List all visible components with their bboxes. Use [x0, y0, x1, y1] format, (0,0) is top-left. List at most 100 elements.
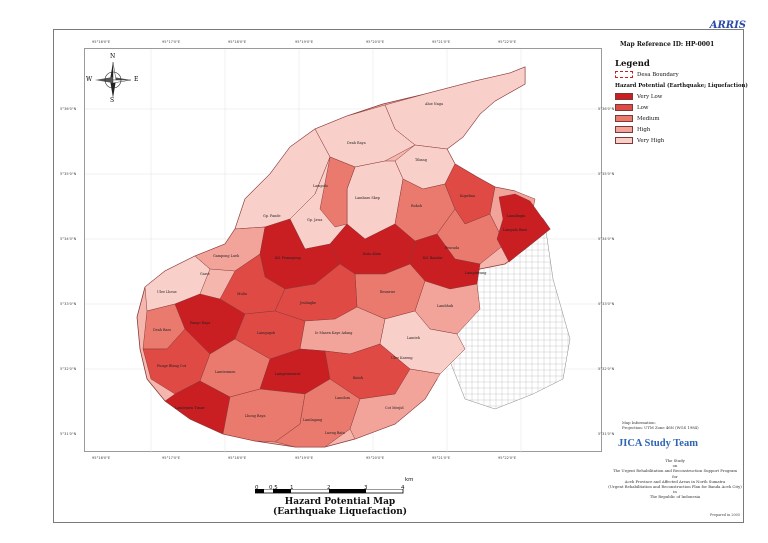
- label-lamdom: Lamdom: [335, 396, 351, 400]
- grid-label-left-4: 5°33'0"N: [60, 302, 77, 306]
- study-line: (Urgent Rehabilitation and Reconstructio…: [608, 484, 742, 490]
- label-cot-mesjid: Cot Mesjid: [385, 406, 404, 410]
- district-labels: Alue Naga Deah Raya Tibang Lampulo Lamba…: [153, 102, 527, 435]
- map-title: Hazard Potential Map (Earthquake Liquefa…: [250, 497, 430, 517]
- grid-label-top-3: 95°18'0"E: [228, 40, 247, 44]
- grid-label-right-5: 5°32'0"N: [598, 367, 615, 371]
- label-lueng-bata: Lueng Bata: [325, 431, 345, 435]
- legend-row-high: High: [615, 126, 650, 133]
- study-line: The Study: [665, 458, 685, 463]
- study-line: The Urgent Rehabilitation and Reconstruc…: [612, 468, 737, 474]
- label-lampulo: Lampulo: [313, 184, 328, 188]
- district-lueng-bata[interactable]: [274, 378, 361, 448]
- label-lamgugob: Lamgugob: [257, 331, 275, 335]
- label-lamteh: Lamteh: [407, 336, 421, 340]
- compass-s-label: S: [110, 97, 115, 104]
- district-cot-mesjid[interactable]: [349, 368, 441, 440]
- label-punge-blang-cut: Punge Blang Cut: [157, 364, 187, 368]
- label-ulee-lheue: Ulee Lheue: [157, 290, 177, 294]
- grid-label-top-1: 95°16'0"E: [92, 40, 111, 44]
- label-kuta-alam: Kuta Alam: [363, 252, 382, 256]
- grid-label-right-4: 5°33'0"N: [598, 302, 615, 306]
- label-lamteumen: Lamteumen: [215, 370, 236, 374]
- label-tibang: Tibang: [415, 158, 428, 162]
- legend-label-very-low: Very Low: [637, 93, 663, 100]
- team-name: JICA Study Team: [618, 438, 698, 449]
- grid-label-right-6: 5°31'0"N: [598, 432, 615, 436]
- date-note: Prepared in 2005: [710, 513, 740, 517]
- grid-label-bottom-4: 95°19'0"E: [295, 456, 314, 460]
- label-kopelma: Kopelma: [460, 194, 475, 198]
- district-alue-naga[interactable]: [384, 66, 526, 150]
- legend-row-very-low: Very Low: [615, 93, 662, 100]
- scale-label-3: 3: [364, 485, 368, 491]
- map-info-line-2: Projection: UTM Zone 46N (WGS 1984): [622, 425, 699, 430]
- study-line: The Republic of Indonesia: [649, 494, 701, 500]
- grid-label-bottom-5: 95°20'0"E: [366, 456, 385, 460]
- map-frame[interactable]: Alue Naga Deah Raya Tibang Lampulo Lamba…: [84, 48, 603, 453]
- legend-label-low: Low: [637, 104, 649, 111]
- north-arrow-icon: [95, 61, 132, 98]
- label-lamlagang: Lamlagang: [303, 418, 323, 422]
- grid-label-right-2: 5°35'0"N: [598, 172, 615, 176]
- label-lampineung: Lampineung: [465, 271, 487, 275]
- label-lampeuneurut: Lampeuneurut: [275, 372, 301, 376]
- district-lampulo-baro[interactable]: [496, 193, 551, 263]
- legend-row-low: Low: [615, 104, 648, 111]
- grid-label-top-7: 95°22'0"E: [498, 40, 517, 44]
- arris-logo: ARRIS: [709, 20, 746, 31]
- scale-label-2: 2: [327, 485, 331, 491]
- label-lambaro-skep: Lambaro Skep: [355, 196, 380, 200]
- label-batoh: Batoh: [353, 376, 364, 380]
- label-gampong-lueh: Gampong Lueh: [213, 254, 240, 258]
- label-deah-raya: Deah Raya: [347, 141, 366, 145]
- legend-label-high: High: [637, 126, 651, 133]
- boundary-swatch: [615, 71, 633, 78]
- map-info-line-1: Map Information:: [622, 420, 656, 425]
- grid-label-left-6: 5°31'0"N: [60, 432, 77, 436]
- swatch-high: [615, 126, 633, 133]
- legend-label-very-high: Very High: [637, 137, 665, 144]
- grid-label-right-3: 5°34'0"N: [598, 237, 615, 241]
- grid-label-bottom-1: 95°16'0"E: [92, 456, 111, 460]
- swatch-very-low: [615, 93, 633, 100]
- label-peurada: Peurada: [445, 246, 459, 250]
- grid-label-left-3: 5°34'0"N: [60, 237, 77, 241]
- study-line: in: [673, 489, 677, 495]
- label-rukoh: Rukoh: [411, 204, 423, 208]
- legend-panel: Map Reference ID: HP-0001 Legend Desa Bo…: [608, 40, 748, 518]
- grid-label-bottom-3: 95°18'0"E: [228, 456, 247, 460]
- scale-bar-graphic: [254, 488, 404, 494]
- study-line: for: [672, 473, 678, 479]
- grid-label-top-4: 95°19'0"E: [295, 40, 314, 44]
- grid-label-right-1: 5°36'0"N: [598, 107, 615, 111]
- scale-label-05: 0.5: [269, 485, 278, 491]
- legend-label-medium: Medium: [637, 115, 660, 122]
- label-kd-peunayong: Kd. Peunayong: [275, 256, 302, 260]
- swatch-low: [615, 104, 633, 111]
- label-alue-naga: Alue Naga: [424, 102, 443, 106]
- label-garot: Garot: [200, 272, 210, 276]
- scale-label-0: 0: [255, 485, 259, 491]
- legend-row-very-high: Very High: [615, 137, 664, 144]
- label-pango-raya: Pango Raya: [190, 321, 210, 325]
- label-beurawe: Beurawe: [380, 290, 395, 294]
- label-kd-bandar: Kd. Bandar: [423, 256, 443, 260]
- hazard-map-canvas[interactable]: Alue Naga Deah Raya Tibang Lampulo Lamba…: [85, 49, 603, 453]
- grid-label-left-1: 5°36'0"N: [60, 107, 77, 111]
- label-mulia: Mulia: [237, 292, 247, 296]
- label-gp-jawa: Gp. Jawa: [307, 218, 322, 222]
- label-lampulo-baro: Lampulo Baro: [503, 228, 527, 232]
- map-information: Map Information: Projection: UTM Zone 46…: [622, 420, 699, 430]
- legend-hazard-heading: Hazard Potential (Earthquake; Liquefacti…: [615, 83, 748, 89]
- scale-unit: km: [405, 477, 414, 483]
- scale-bar: 0 0.5 1 2 3 4 km: [254, 477, 415, 499]
- legend-row-medium: Medium: [615, 115, 659, 122]
- label-jeulingke: Jeulingke: [299, 301, 316, 305]
- map-reference-id: Map Reference ID: HP-0001: [620, 41, 715, 48]
- label-gp-pande: Gp. Pande: [263, 214, 281, 218]
- grid-label-top-5: 95°20'0"E: [366, 40, 385, 44]
- label-lhong-raya: Lhong Raya: [245, 414, 266, 418]
- legend-boundary-row: Desa Boundary: [615, 71, 679, 78]
- label-ie-masen: Ie Masen Kaye Adang: [315, 331, 353, 335]
